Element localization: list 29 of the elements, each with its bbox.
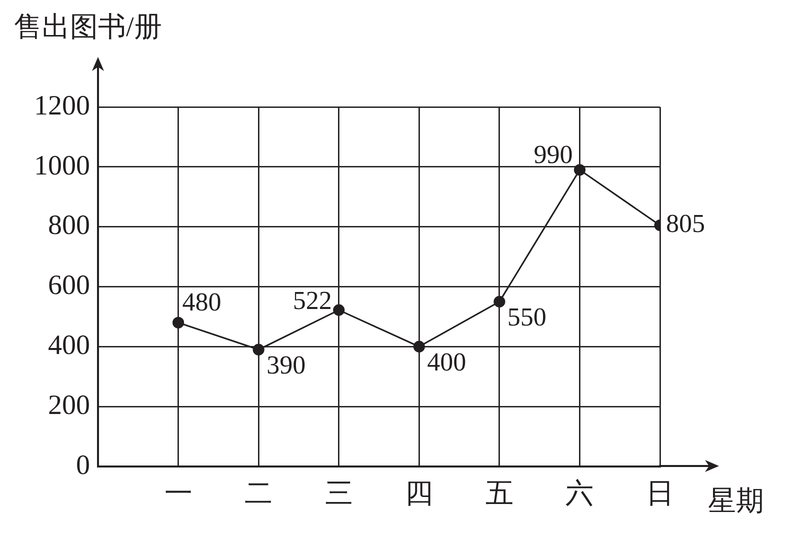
x-tick-label: 二 <box>244 478 273 510</box>
point <box>494 296 506 308</box>
y-tick-label: 600 <box>48 270 90 302</box>
x-tick-label: 四 <box>405 478 434 510</box>
y-axis-title: 售出图书/册 <box>14 12 162 43</box>
x-tick-label: 五 <box>485 478 514 510</box>
data-label: 990 <box>534 140 573 169</box>
y-tick-label: 1000 <box>34 150 90 182</box>
y-tick-label: 800 <box>48 210 90 242</box>
data-label: 805 <box>666 209 705 238</box>
data-label: 390 <box>266 350 306 380</box>
data-label: 522 <box>292 286 332 316</box>
data-label: 400 <box>427 347 466 376</box>
x-tick-label: 一 <box>164 478 192 510</box>
point <box>413 340 425 352</box>
y-tick-label: 0 <box>76 450 90 481</box>
x-tick-label: 三 <box>324 478 353 510</box>
point <box>333 304 345 316</box>
x-axis-title: 星期 <box>708 486 764 518</box>
y-tick-label: 1200 <box>34 90 90 122</box>
point <box>252 344 264 356</box>
point <box>574 164 586 176</box>
data-label: 550 <box>507 302 546 332</box>
point <box>172 316 184 328</box>
x-tick-label: 六 <box>566 478 594 510</box>
data-label: 480 <box>182 287 222 316</box>
y-tick-label: 400 <box>48 330 90 361</box>
x-tick-label: 日 <box>646 478 674 510</box>
y-tick-label: 200 <box>48 390 90 421</box>
